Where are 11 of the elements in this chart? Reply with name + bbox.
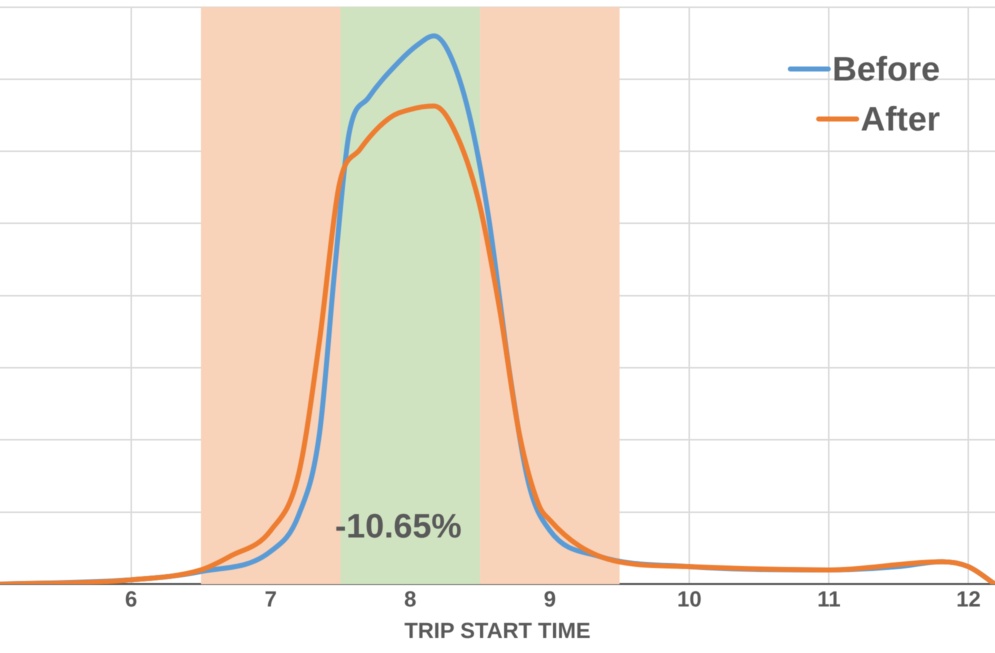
legend-label: Before — [832, 50, 940, 88]
legend-label: After — [860, 100, 940, 138]
x-tick-label: 10 — [677, 586, 702, 612]
x-tick-label: 11 — [817, 586, 841, 612]
annotation: -10.65% — [334, 508, 462, 546]
x-tick-label: 12 — [956, 586, 981, 612]
x-tick-label: 8 — [404, 586, 416, 612]
x-tick-label: 6 — [125, 586, 138, 612]
x-tick-label: 7 — [264, 586, 277, 612]
x-axis-title: TRIP START TIME — [404, 618, 591, 643]
x-tick-label: 9 — [544, 586, 556, 612]
